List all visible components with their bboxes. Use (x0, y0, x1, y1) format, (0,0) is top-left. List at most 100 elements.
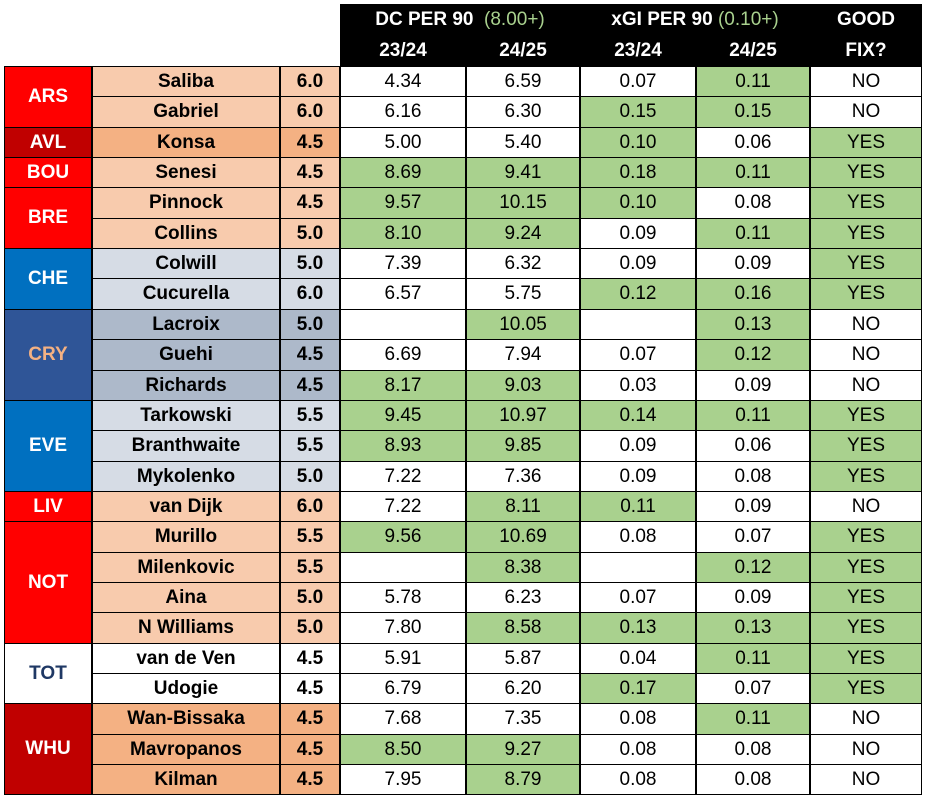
xgi-2324-value: 0.11 (580, 491, 696, 522)
dc-2425-value: 10.05 (466, 309, 580, 340)
header-fix: FIX? (810, 36, 922, 66)
player-name: Guehi (92, 339, 280, 371)
xgi-2425-value: 0.09 (696, 248, 810, 279)
dc-2324-value: 9.45 (340, 400, 466, 431)
player-price: 4.5 (280, 370, 340, 401)
dc-2324-value: 6.79 (340, 673, 466, 704)
xgi-2425-value: 0.15 (696, 96, 810, 128)
player-name: Udogie (92, 673, 280, 704)
good-fix-value: YES (810, 673, 922, 704)
xgi-2324-value (580, 309, 696, 340)
header-dc-season-b: 24/25 (466, 36, 580, 66)
dc-2425-value: 10.69 (466, 521, 580, 553)
xgi-2425-value: 0.12 (696, 552, 810, 583)
player-price: 4.5 (280, 127, 340, 158)
player-name: Milenkovic (92, 552, 280, 583)
dc-2324-value: 8.93 (340, 430, 466, 462)
team-cell-eve: EVE (4, 400, 92, 492)
dc-2425-value: 6.20 (466, 673, 580, 704)
player-name: Wan-Bissaka (92, 703, 280, 735)
good-fix-value: NO (810, 764, 922, 795)
dc-2425-value: 8.58 (466, 612, 580, 644)
xgi-2324-value: 0.08 (580, 734, 696, 765)
player-name: Mavropanos (92, 734, 280, 765)
xgi-2324-value: 0.12 (580, 278, 696, 310)
xgi-2425-value: 0.08 (696, 187, 810, 219)
dc-2425-value: 5.87 (466, 643, 580, 674)
xgi-2324-value: 0.08 (580, 764, 696, 795)
dc-2324-value: 7.68 (340, 703, 466, 735)
dc-2324-value: 7.95 (340, 764, 466, 795)
dc-2324-value: 8.69 (340, 157, 466, 188)
dc-2425-value: 6.30 (466, 96, 580, 128)
player-name: Pinnock (92, 187, 280, 219)
xgi-2425-value: 0.09 (696, 491, 810, 522)
good-fix-value: YES (810, 461, 922, 492)
xgi-2425-value: 0.07 (696, 521, 810, 553)
dc-2324-value: 4.34 (340, 66, 466, 97)
player-price: 5.0 (280, 248, 340, 279)
player-name: Gabriel (92, 96, 280, 128)
player-price: 4.5 (280, 673, 340, 704)
xgi-2324-value: 0.09 (580, 218, 696, 249)
dc-2324-value: 8.10 (340, 218, 466, 249)
team-cell-avl: AVL (4, 127, 92, 158)
xgi-2425-value: 0.09 (696, 370, 810, 401)
player-price: 5.0 (280, 218, 340, 249)
player-price: 5.0 (280, 309, 340, 340)
dc-2324-value: 5.78 (340, 582, 466, 613)
player-name: Saliba (92, 66, 280, 97)
good-fix-value: YES (810, 612, 922, 644)
good-fix-value: NO (810, 703, 922, 735)
player-name: van Dijk (92, 491, 280, 522)
player-price: 6.0 (280, 278, 340, 310)
dc-2425-value: 9.85 (466, 430, 580, 462)
player-name: Kilman (92, 764, 280, 795)
player-price: 4.5 (280, 643, 340, 674)
xgi-2425-value: 0.09 (696, 582, 810, 613)
xgi-2425-value: 0.11 (696, 400, 810, 431)
dc-2324-value: 7.22 (340, 461, 466, 492)
player-name: Senesi (92, 157, 280, 188)
xgi-2324-value: 0.09 (580, 430, 696, 462)
dc-2425-value: 6.32 (466, 248, 580, 279)
good-fix-value: YES (810, 278, 922, 310)
player-price: 4.5 (280, 734, 340, 765)
player-name: Konsa (92, 127, 280, 158)
xgi-2324-value: 0.09 (580, 248, 696, 279)
team-cell-bou: BOU (4, 157, 92, 188)
good-fix-value: YES (810, 400, 922, 431)
player-price: 4.5 (280, 703, 340, 735)
player-price: 4.5 (280, 764, 340, 795)
good-fix-value: YES (810, 187, 922, 219)
good-fix-value: YES (810, 218, 922, 249)
dc-2425-value: 9.24 (466, 218, 580, 249)
player-name: Richards (92, 370, 280, 401)
xgi-2425-value: 0.11 (696, 643, 810, 674)
team-cell-not: NOT (4, 521, 92, 644)
dc-2324-value: 6.69 (340, 339, 466, 371)
team-cell-liv: LIV (4, 491, 92, 522)
dc-2425-value: 5.75 (466, 278, 580, 310)
xgi-2324-value: 0.07 (580, 582, 696, 613)
header-xgi-season-b: 24/25 (696, 36, 810, 66)
dc-2324-value: 5.00 (340, 127, 466, 158)
player-name: Murillo (92, 521, 280, 553)
xgi-2425-value: 0.08 (696, 461, 810, 492)
dc-2425-value: 6.23 (466, 582, 580, 613)
dc-2324-value: 5.91 (340, 643, 466, 674)
dc-2324-value: 7.80 (340, 612, 466, 644)
dc-2425-value: 10.15 (466, 187, 580, 219)
xgi-2324-value: 0.10 (580, 127, 696, 158)
player-name: N Williams (92, 612, 280, 644)
player-name: Mykolenko (92, 461, 280, 492)
xgi-2324-value: 0.07 (580, 66, 696, 97)
good-fix-value: YES (810, 127, 922, 158)
header-xgi-title: xGI PER 90 (0.10+) (580, 4, 810, 36)
team-cell-bre: BRE (4, 187, 92, 249)
xgi-2425-value: 0.12 (696, 339, 810, 371)
good-fix-value: YES (810, 643, 922, 674)
dc-2324-value (340, 552, 466, 583)
good-fix-value: NO (810, 339, 922, 371)
xgi-2324-value: 0.07 (580, 339, 696, 371)
